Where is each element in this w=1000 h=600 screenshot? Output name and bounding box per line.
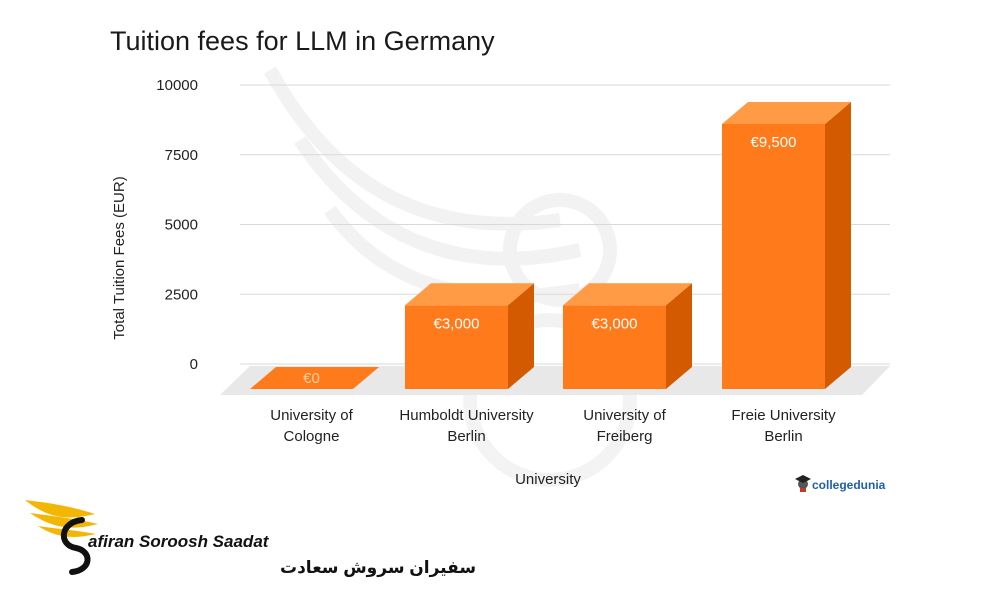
bar-side <box>666 283 692 389</box>
bar-side <box>825 101 851 389</box>
y-tick-label: 7500 <box>165 147 198 164</box>
x-axis-label: University <box>515 471 581 488</box>
credit: collegedunia <box>795 475 886 492</box>
bar <box>563 305 666 389</box>
y-tick-label: 0 <box>190 356 198 373</box>
brand-name-fa: سفیران سروش سعادت <box>280 558 476 578</box>
graduate-icon <box>795 475 811 492</box>
bar <box>405 305 508 389</box>
bars <box>250 101 851 389</box>
bar-side <box>508 283 534 389</box>
data-label: €9,500 <box>751 134 797 151</box>
bar-top <box>405 283 534 306</box>
bar-top <box>563 283 692 306</box>
category-label: Freie University Berlin <box>731 407 836 445</box>
category-label: University of Freiberg <box>583 407 666 445</box>
bar <box>250 367 379 389</box>
data-labels: €0 €3,000 €3,000 €9,500 <box>303 134 796 387</box>
watermark-wing-icon <box>263 66 637 487</box>
data-label: €0 <box>303 370 320 387</box>
brand-name-en: afiran Soroosh Saadat <box>88 532 270 551</box>
data-label: €3,000 <box>592 315 638 332</box>
y-tick-label: 5000 <box>165 217 198 234</box>
chart-title: Tuition fees for LLM in Germany <box>110 26 495 56</box>
brand: afiran Soroosh Saadat سفیران سروش سعادت <box>25 500 476 578</box>
category-label: Humboldt University Berlin <box>399 407 534 445</box>
y-tick-label: 10000 <box>156 77 198 94</box>
y-axis-ticks: 0 2500 5000 7500 10000 <box>156 77 198 373</box>
y-axis-label: Total Tuition Fees (EUR) <box>111 176 128 339</box>
category-labels: University of Cologne Humboldt University B… <box>270 407 836 445</box>
bar <box>722 123 825 389</box>
winged-s-logo-icon <box>25 500 98 575</box>
data-label: €3,000 <box>434 315 480 332</box>
credit-text: collegedunia <box>812 478 886 492</box>
y-tick-label: 2500 <box>165 286 198 303</box>
bar-top <box>722 101 851 124</box>
category-label: University of Cologne <box>270 407 353 445</box>
